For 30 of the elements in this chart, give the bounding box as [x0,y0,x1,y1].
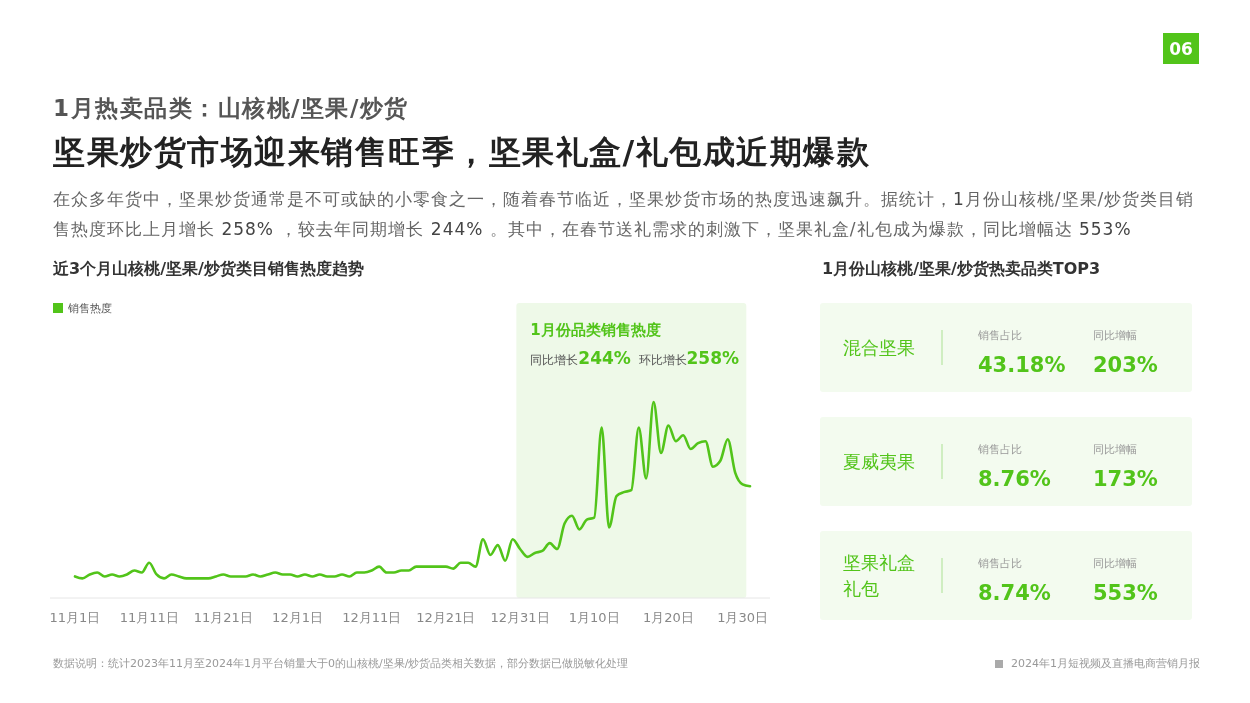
category-label: 坚果礼盒礼包 [843,551,915,599]
text: 06 [1163,33,1199,64]
category-label: 夏威夷果 [843,450,915,472]
x-tick-label: 11月11日 [119,610,179,625]
x-tick-label: 1月10日 [568,610,620,625]
text: 1月份山核桃/坚果/炒货热卖品类TOP3 [822,259,1101,278]
x-tick-label: 12月21日 [416,610,476,625]
text: 数据说明：统计2023年11月至2024年1月平台销量大于0的山核桃/坚果/炒货品类相关数据，部分数据已做脱敏化处理 [53,656,629,672]
text: 在众多年货中，坚果炒货通常是不可或缺的小零食之一，随着春节临近，坚果炒货市场的热度迅速飙升。据统计，1月份山核桃/坚果/炒货类目销售热度环比上月增长 258% ，较去年同期增长 244% 。其中，在春节送礼需求的刺激下，坚果礼盒/礼包成为爆款，同比增幅达 553% [53,189,1195,239]
x-tick-label: 1月20日 [642,610,694,625]
data-label: 203% [1093,353,1158,377]
x-tick-label: 11月21日 [193,610,253,625]
legend-label: 销售热度 [67,302,112,315]
text: 同比增幅 [1093,443,1137,456]
category-label: 混合坚果 [843,336,915,358]
text: 1月热卖品类：山核桃/坚果/炒货 [53,94,409,123]
x-tick-label: 12月31日 [490,610,550,625]
x-tick-label: 11月1日 [49,610,101,625]
text: 坚果炒货市场迎来销售旺季，坚果礼盒/礼包成近期爆款 [53,132,871,173]
text: 同比增幅 [1093,557,1137,570]
chart-title: 近3个月山核桃/坚果/炒货类目销售热度趋势 [52,259,364,278]
text: 2024年1月短视频及直播电商营销月报 [1011,656,1200,672]
x-tick-label: 12月11日 [342,610,402,625]
data-label: 553% [1093,581,1158,605]
x-tick-label: 12月1日 [272,610,323,625]
text: 同比增长244% 环比增长258% [530,348,740,368]
text: 同比增幅 [1093,329,1137,342]
data-label: 173% [1093,467,1158,491]
band-label: 1月份品类销售热度 [530,321,661,339]
x-tick-label: 1月30日 [717,610,768,625]
